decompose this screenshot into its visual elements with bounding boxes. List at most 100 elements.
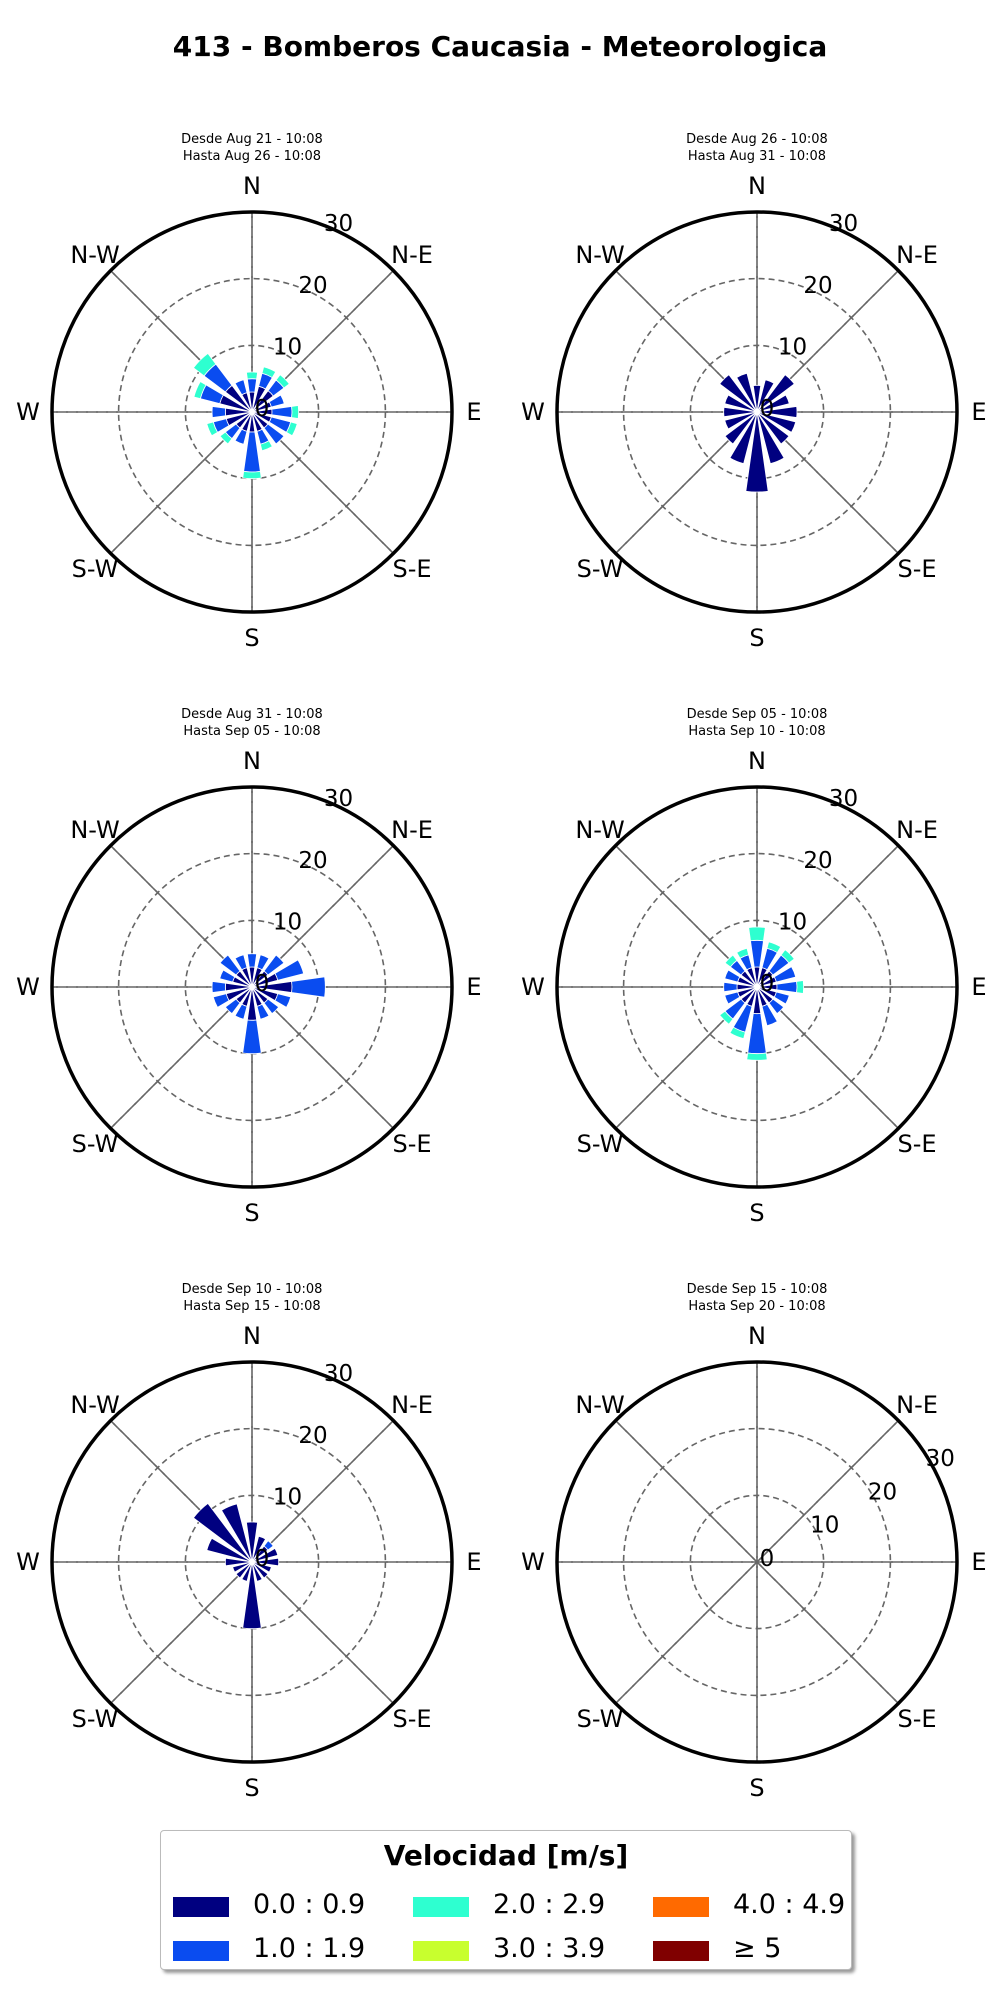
legend-label: 1.0 : 1.9	[253, 1933, 366, 1964]
wind-bar	[756, 394, 790, 413]
grid-spoke	[110, 270, 394, 554]
wind-bar	[211, 405, 227, 419]
panel-subtitle: Hasta Aug 26 - 10:08	[183, 149, 321, 164]
wind-bar	[268, 394, 285, 408]
windrose-grid: Desde Aug 21 - 10:08 Hasta Aug 26 - 10:08…	[16, 132, 986, 1802]
wind-bar	[263, 423, 285, 445]
direction-label: W	[16, 973, 40, 1001]
wind-bar	[745, 411, 769, 493]
wind-bar	[259, 440, 273, 452]
direction-label: N	[243, 747, 261, 775]
wind-bar	[245, 1521, 259, 1563]
wind-bar	[724, 991, 741, 1005]
wind-bar	[251, 1561, 263, 1582]
direction-label: N-E	[391, 241, 433, 269]
wind-bar	[234, 1003, 248, 1020]
grid-spoke	[615, 270, 899, 554]
wind-bar	[224, 1557, 253, 1567]
direction-label: N-W	[575, 241, 624, 269]
wind-bar	[242, 1019, 262, 1055]
panel-subtitle: Desde Aug 31 - 10:08	[181, 707, 323, 722]
wind-bar	[285, 421, 298, 437]
direction-label: S	[749, 624, 764, 652]
radial-tick-label: 0	[255, 1546, 270, 1572]
figure-title: 413 - Bomberos Caucasia - Meteorologica	[172, 30, 828, 63]
direction-label: E	[971, 398, 986, 426]
wind-bar	[256, 1003, 270, 1020]
radial-tick-label: 30	[829, 211, 858, 237]
grid-spoke	[110, 270, 394, 554]
panel-subtitle: Hasta Sep 05 - 10:08	[183, 724, 320, 739]
direction-label: S-E	[392, 1705, 431, 1733]
panel-subtitle: Desde Aug 26 - 10:08	[686, 132, 828, 147]
legend-label: 0.0 : 0.9	[253, 1889, 366, 1920]
direction-label: W	[16, 398, 40, 426]
legend-label: 4.0 : 4.9	[733, 1889, 846, 1920]
wind-bar	[780, 949, 795, 964]
direction-label: S-W	[72, 555, 119, 583]
direction-label: S	[244, 624, 259, 652]
wind-bar	[234, 428, 248, 445]
wind-bar	[275, 374, 290, 389]
wind-bar	[724, 954, 738, 968]
wind-bar	[291, 405, 300, 419]
wind-bar	[263, 1540, 274, 1551]
wind-bar	[752, 384, 762, 413]
direction-label: S-W	[577, 1130, 624, 1158]
wind-bar	[251, 1535, 267, 1563]
wind-bar	[724, 394, 758, 413]
panel-subtitle: Desde Sep 15 - 10:08	[687, 1282, 828, 1297]
wind-bar	[235, 1561, 253, 1579]
radial-tick-label: 20	[868, 1479, 897, 1505]
wind-bar	[192, 1502, 253, 1563]
radial-tick-label: 10	[810, 1513, 839, 1539]
direction-label: N-E	[391, 1391, 433, 1419]
wind-bar	[291, 976, 326, 998]
radial-tick-label: 0	[760, 971, 775, 997]
wind-bar	[263, 954, 285, 976]
radial-tick-label: 20	[298, 1423, 327, 1449]
windrose-panel: Desde Aug 26 - 10:08 Hasta Aug 31 - 10:08…	[521, 132, 986, 652]
direction-label: N-W	[575, 1391, 624, 1419]
wind-bar	[274, 993, 292, 1008]
direction-label: S-W	[577, 555, 624, 583]
radial-tick-label: 30	[926, 1446, 955, 1472]
wind-bar	[719, 374, 758, 413]
radial-tick-label: 10	[273, 334, 302, 360]
wind-bar	[251, 1557, 280, 1567]
wind-bar	[773, 966, 797, 983]
direction-label: W	[521, 1548, 545, 1576]
direction-label: E	[971, 973, 986, 1001]
direction-label: S	[244, 1199, 259, 1227]
direction-label: S-E	[897, 555, 936, 583]
wind-bar	[768, 998, 785, 1015]
radial-tick-label: 10	[273, 1484, 302, 1510]
radial-tick-label: 20	[803, 273, 832, 299]
legend-swatch	[413, 1941, 469, 1961]
grid-spoke	[615, 1420, 899, 1704]
wind-bar	[219, 431, 233, 445]
wind-bar	[756, 411, 785, 465]
windrose-panel: Desde Aug 31 - 10:08 Hasta Sep 05 - 10:08…	[16, 707, 481, 1227]
direction-label: S-E	[897, 1130, 936, 1158]
direction-label: N	[243, 1322, 261, 1350]
panel-subtitle: Desde Sep 10 - 10:08	[182, 1282, 323, 1297]
radial-tick-label: 10	[778, 334, 807, 360]
direction-label: S-W	[577, 1705, 624, 1733]
wind-bar	[756, 411, 797, 433]
wind-bar	[243, 431, 261, 473]
wind-bar	[271, 405, 293, 419]
wind-bar	[246, 378, 258, 393]
wind-bar	[724, 411, 758, 430]
legend-label: 3.0 : 3.9	[493, 1933, 606, 1964]
direction-label: N-E	[391, 816, 433, 844]
direction-label: N-W	[70, 241, 119, 269]
legend-title: Velocidad [m/s]	[383, 1839, 629, 1872]
wind-bar	[224, 998, 241, 1015]
wind-bar	[748, 926, 766, 942]
radial-tick-label: 30	[324, 211, 353, 237]
wind-bar	[261, 366, 277, 379]
legend-swatch	[653, 1897, 709, 1917]
direction-label: W	[521, 973, 545, 1001]
direction-label: S-W	[72, 1130, 119, 1158]
